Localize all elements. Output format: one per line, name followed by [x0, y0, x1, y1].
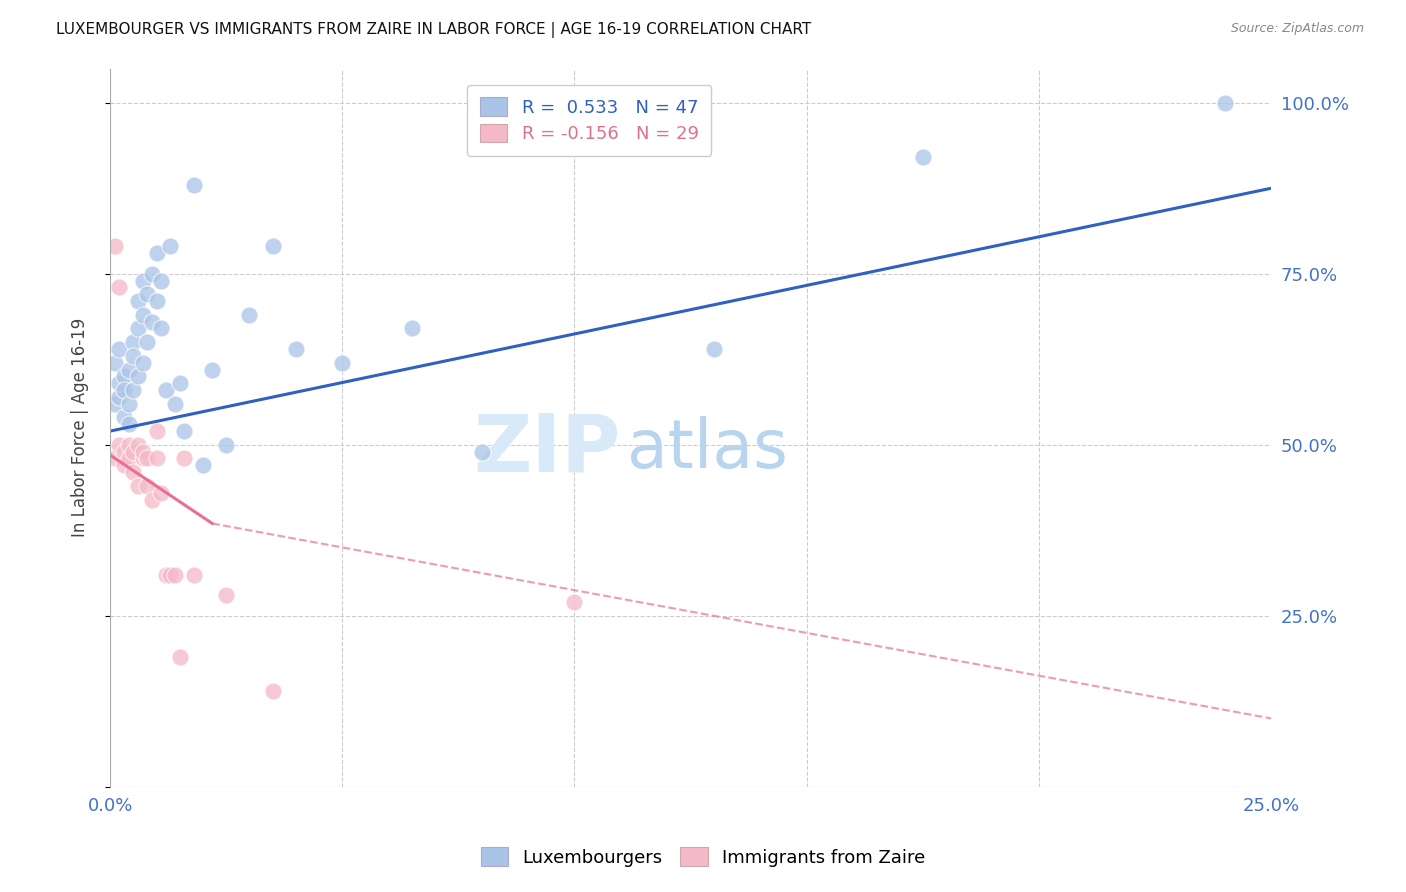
Point — [122, 335, 145, 350]
Point — [191, 458, 214, 473]
Point — [127, 479, 149, 493]
Legend: Luxembourgers, Immigrants from Zaire: Luxembourgers, Immigrants from Zaire — [474, 840, 932, 874]
Point — [118, 397, 141, 411]
Point — [118, 438, 141, 452]
Point — [155, 383, 177, 397]
Point — [150, 274, 173, 288]
Text: Source: ZipAtlas.com: Source: ZipAtlas.com — [1230, 22, 1364, 36]
Point — [108, 438, 131, 452]
Point — [108, 376, 131, 391]
Point — [127, 321, 149, 335]
Point — [145, 246, 167, 260]
Point — [131, 308, 153, 322]
Point — [155, 567, 177, 582]
Point — [104, 397, 127, 411]
Text: atlas: atlas — [627, 417, 787, 483]
Point — [122, 349, 145, 363]
Point — [136, 451, 159, 466]
Point — [136, 479, 159, 493]
Point — [104, 451, 127, 466]
Point — [262, 684, 284, 698]
Legend: R =  0.533   N = 47, R = -0.156   N = 29: R = 0.533 N = 47, R = -0.156 N = 29 — [467, 85, 711, 156]
Point — [169, 649, 191, 664]
Point — [183, 567, 205, 582]
Point — [173, 451, 195, 466]
Point — [108, 390, 131, 404]
Point — [150, 321, 173, 335]
Point — [201, 362, 224, 376]
Point — [145, 294, 167, 309]
Point — [127, 438, 149, 452]
Point — [127, 294, 149, 309]
Point — [131, 356, 153, 370]
Point — [127, 369, 149, 384]
Point — [911, 151, 934, 165]
Point — [262, 239, 284, 253]
Point — [118, 451, 141, 466]
Point — [471, 444, 494, 458]
Point — [159, 567, 181, 582]
Point — [165, 397, 187, 411]
Point — [104, 239, 127, 253]
Point — [165, 567, 187, 582]
Point — [104, 356, 127, 370]
Point — [169, 376, 191, 391]
Point — [145, 424, 167, 438]
Point — [108, 280, 131, 294]
Point — [122, 444, 145, 458]
Point — [141, 267, 163, 281]
Point — [141, 492, 163, 507]
Point — [131, 274, 153, 288]
Point — [122, 465, 145, 479]
Point — [136, 287, 159, 301]
Point — [703, 342, 725, 356]
Point — [112, 383, 135, 397]
Text: LUXEMBOURGER VS IMMIGRANTS FROM ZAIRE IN LABOR FORCE | AGE 16-19 CORRELATION CHA: LUXEMBOURGER VS IMMIGRANTS FROM ZAIRE IN… — [56, 22, 811, 38]
Point — [131, 451, 153, 466]
Point — [1213, 95, 1236, 110]
Point — [183, 178, 205, 192]
Point — [284, 342, 307, 356]
Point — [141, 315, 163, 329]
Point — [238, 308, 260, 322]
Point — [112, 410, 135, 425]
Point — [112, 444, 135, 458]
Point — [330, 356, 353, 370]
Point — [173, 424, 195, 438]
Y-axis label: In Labor Force | Age 16-19: In Labor Force | Age 16-19 — [72, 318, 89, 537]
Point — [215, 438, 238, 452]
Point — [118, 417, 141, 432]
Point — [564, 595, 586, 609]
Point — [122, 383, 145, 397]
Point — [145, 451, 167, 466]
Point — [108, 342, 131, 356]
Point — [401, 321, 423, 335]
Text: ZIP: ZIP — [474, 410, 621, 488]
Point — [564, 112, 586, 127]
Point — [118, 362, 141, 376]
Point — [159, 239, 181, 253]
Point — [215, 588, 238, 602]
Point — [112, 369, 135, 384]
Point — [131, 444, 153, 458]
Point — [150, 485, 173, 500]
Point — [112, 458, 135, 473]
Point — [136, 335, 159, 350]
